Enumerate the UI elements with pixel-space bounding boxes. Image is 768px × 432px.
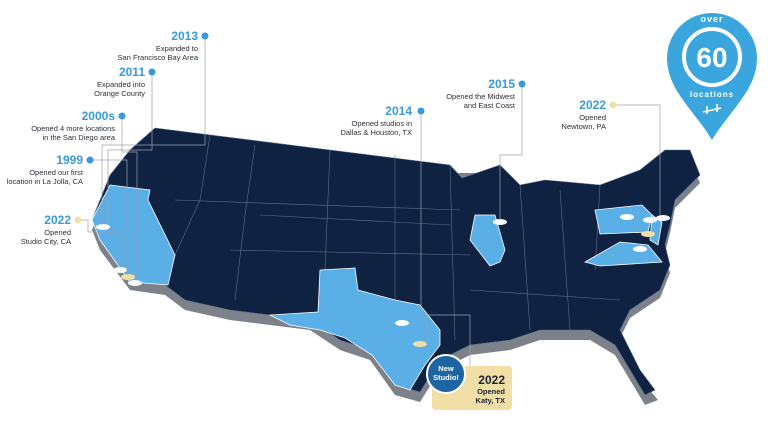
callout-badge-text: New (438, 364, 454, 373)
state-illinois (469, 214, 506, 267)
milestone-text: Orange County (94, 89, 145, 98)
callout-year: 2022 (478, 373, 505, 387)
badge-top: over (700, 14, 723, 24)
milestone-text: Opened the Midwest (446, 92, 516, 101)
milestone-text: San Francisco Bay Area (118, 53, 199, 62)
badge-number: 60 (696, 42, 727, 73)
state-borders (174, 134, 621, 341)
badge-bottom: locations (690, 90, 734, 99)
milestone-text: Dallas & Houston, TX (340, 128, 412, 137)
callout-badge-text: Studio! (433, 373, 459, 382)
milestone-text: Opened studios in (352, 119, 412, 128)
milestone-year: 2022 (579, 98, 606, 112)
milestone-text: Expanded into (97, 80, 145, 89)
studio-markers (96, 214, 670, 347)
milestone-year: 1999 (56, 153, 83, 167)
milestone-text: Opened 4 more locations (31, 124, 115, 133)
state-california (91, 184, 176, 286)
milestone-year: 2000s (82, 109, 116, 123)
milestone-text: Expanded to (156, 44, 198, 53)
milestone-year: 2013 (171, 29, 198, 43)
milestone-text: in the San Diego area (42, 133, 115, 142)
milestone-year: 2014 (385, 104, 412, 118)
callout-text: Opened (477, 387, 505, 396)
milestone-text: and East Coast (464, 101, 516, 110)
callout-text: Katy, TX (476, 396, 505, 405)
milestones: 2013 Expanded to San Francisco Bay Area … (7, 29, 617, 246)
milestone-year: 2022 (44, 213, 71, 227)
milestone-text: Studio City, CA (21, 237, 71, 246)
milestone-text: Opened (579, 113, 606, 122)
locations-badge: over 60 locations (666, 12, 757, 141)
state-texas (268, 267, 441, 391)
milestone-text: Newtown, PA (562, 122, 606, 131)
milestone-text: Opened (44, 228, 71, 237)
milestone-year: 2011 (119, 65, 145, 79)
milestone-text: Opened our first (29, 168, 84, 177)
leader-lines (78, 36, 661, 368)
milestone-text: location in La Jolla, CA (7, 177, 83, 186)
callout: New Studio! 2022 Opened Katy, TX (426, 354, 512, 410)
milestone-year: 2015 (488, 77, 515, 91)
